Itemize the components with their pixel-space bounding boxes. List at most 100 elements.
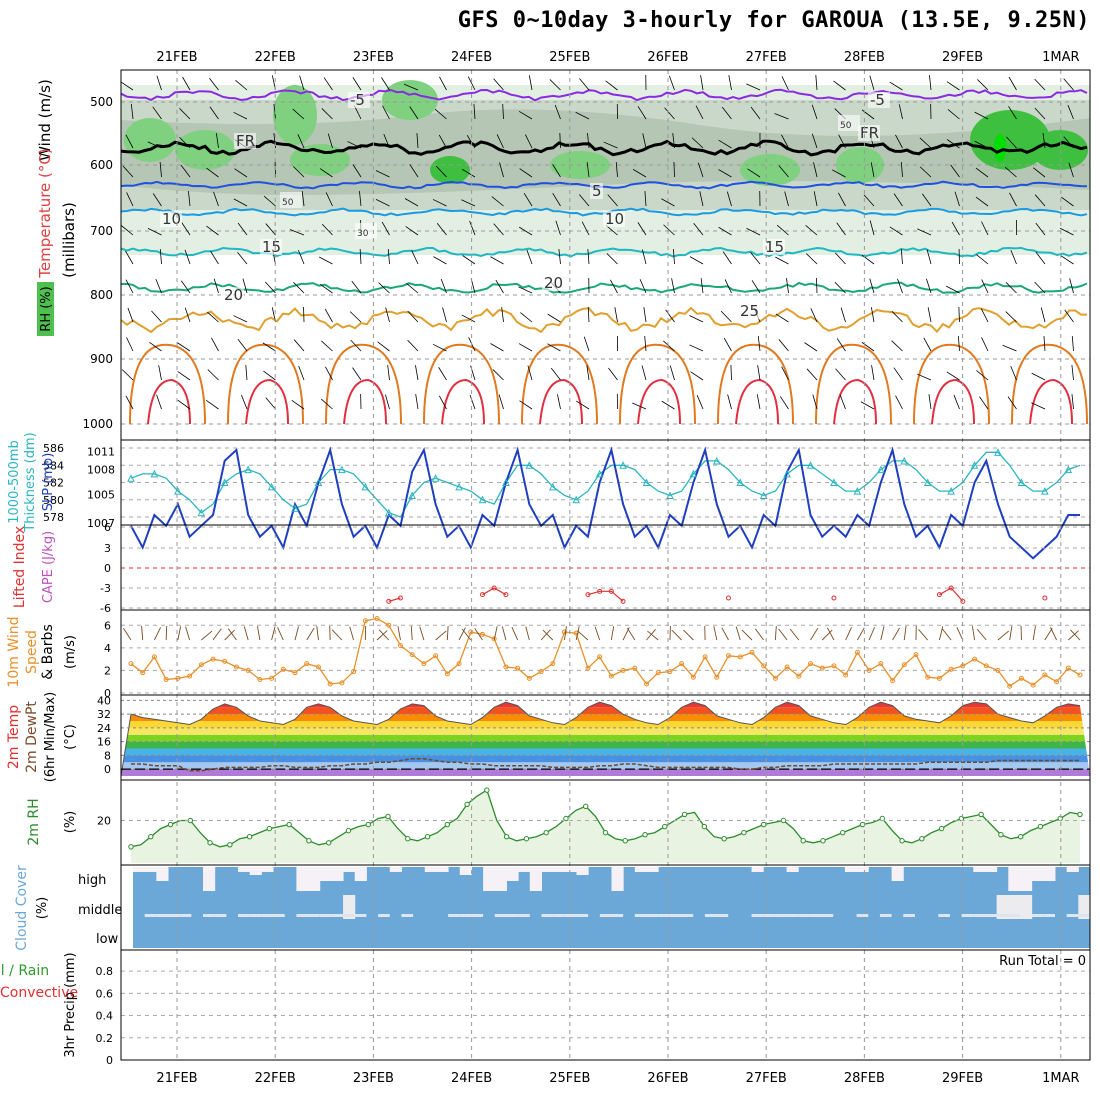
wind-barb [319,256,333,265]
wind-barb [263,195,276,207]
wind-barb [900,162,903,178]
wind-barb-10m [577,630,589,641]
wind-barb [519,168,533,178]
wind-barb [838,192,846,207]
li-tick-label: 0 [104,562,111,575]
thickness-point [619,461,627,469]
wind-barb [461,199,476,207]
wind-barb [359,249,362,265]
rh-point [246,834,253,840]
wind-barb [527,365,533,381]
rh-point [1037,823,1044,830]
wind-barb [643,307,647,323]
wind-barb [587,133,590,149]
wind-barb [213,191,219,207]
wind-barb [552,192,561,207]
wind-tick-label: 0 [104,687,111,700]
wind-barb [945,285,960,294]
wind-barb [159,162,162,178]
thickness-point [384,508,393,517]
date-label-bottom: 28FEB [844,1071,885,1086]
wind-barb [840,307,846,323]
rh-point [721,836,727,842]
wind-speed-point [702,654,708,660]
wind-barb [120,81,134,91]
cloud-middle-trace [401,914,414,917]
thickness-point [314,478,323,486]
wind-barb [774,113,789,120]
wind-barb [387,365,390,381]
wind-barb [439,76,447,91]
thickness-point [455,482,463,491]
wind-barb [1033,167,1046,178]
rh-point [998,831,1004,838]
wind-barb [637,222,647,236]
wind-barb [237,252,248,265]
wind-barb [207,311,219,323]
cloud-high-bar [1031,867,1044,881]
wind-barb-10m [540,629,551,641]
wind-barb [1040,307,1046,323]
contour-label-bg [542,275,564,291]
wind-speed-point [550,661,556,667]
wind-barb [213,278,219,294]
cloud-high-bar [436,867,449,872]
wind-barb [718,226,732,236]
hot-layer-contour [1029,378,1073,425]
wind-barb [235,80,248,91]
cloud-high-bar [483,867,496,891]
contour-label-bg [348,92,370,108]
rh-patch [124,118,176,162]
wind-barb [1034,281,1046,294]
wind-barb [981,221,989,236]
wind-barb [581,221,590,236]
chart-title: GFS 0~10day 3-hourly for GAROUA (13.5E, … [457,8,1090,33]
wind-tick-label: 4 [104,642,111,655]
wind-barb [242,278,248,294]
wind-speed-point [972,656,978,662]
wind10-label-a: 10m Wind [6,616,22,687]
date-label-bottom: 25FEB [549,1071,590,1086]
wind-barb [981,337,989,352]
rh-patch [970,110,1050,170]
contour-label: FR [860,124,879,142]
li-tick-label: 6 [104,521,111,534]
wind-barb-10m [610,626,615,641]
hot-layer-contour [441,378,485,425]
wind-barb [976,254,989,265]
wind-barb [469,220,476,236]
slp-label: SLP (mb) [41,453,56,512]
wind-speed-point [491,636,497,642]
cloud-high-bar [529,867,542,891]
wind-barb-10m [754,628,765,641]
wind-barb [327,133,333,149]
wind-barb-10m [224,629,235,641]
rh-point [622,838,628,844]
date-label-bottom: 26FEB [647,1071,688,1086]
wind-barb [583,336,590,352]
thickness-point [197,508,206,517]
wind-barb [951,221,960,236]
contour-label: -5 [870,91,885,109]
wind-speed-point [901,662,907,668]
wind-barb-10m [212,628,222,641]
dewpoint-line [131,758,1080,772]
contour-label-bg [222,287,244,303]
thickness-point [736,478,745,486]
li-point [948,585,954,591]
cloud-high-bar [973,867,986,872]
wind-barb [861,341,875,352]
wind-barb [1034,194,1046,207]
wind-barb [1031,402,1046,410]
wind-barb [127,307,134,323]
li-line [587,590,624,602]
wind-barb [350,339,362,352]
temp-color-band [121,707,1090,715]
wind-barb [158,365,162,381]
wind-barb [693,223,704,236]
wind-speed-point [245,667,251,673]
rh-point [326,840,332,846]
cloud-high-bar [494,867,507,891]
thickness-label-b: Thickness (dm) [23,432,38,532]
wind-barb [661,198,675,207]
